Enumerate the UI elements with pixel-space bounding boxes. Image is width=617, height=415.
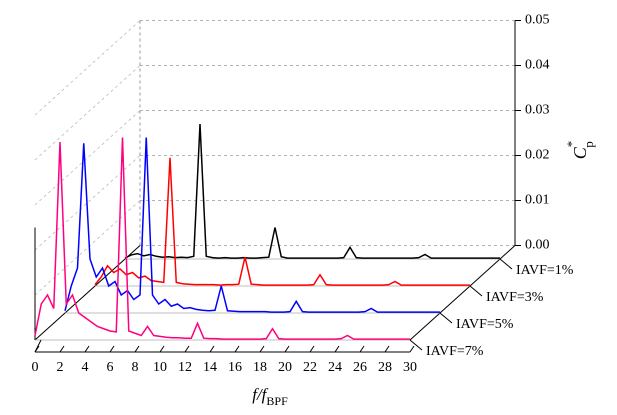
y-tick-label: 0.05 <box>525 13 550 28</box>
x-tick <box>84 345 90 353</box>
y-axis-title-sup: * <box>564 141 579 148</box>
legend-leader <box>439 312 453 324</box>
x-tick <box>159 345 165 353</box>
x-tick <box>34 345 40 353</box>
x-tick <box>184 345 190 353</box>
x-tick <box>234 345 240 353</box>
grid-line <box>34 20 141 116</box>
x-axis-title: f/fBPF <box>252 385 288 408</box>
left-depth-edge <box>34 245 141 341</box>
x-tick-label: 22 <box>303 360 317 375</box>
legend-label: IAVF=3% <box>486 290 544 305</box>
y-axis-title-sub: p <box>581 141 596 148</box>
y-tick-label: 0.00 <box>525 238 550 253</box>
x-tick <box>209 345 215 353</box>
y-axis-title-main: C <box>570 146 590 159</box>
x-tick-label: 8 <box>132 360 139 375</box>
legend-leader <box>409 339 423 351</box>
x-tick <box>259 345 265 353</box>
legend-label: IAVF=7% <box>426 344 484 359</box>
x-tick-label: 10 <box>153 360 167 375</box>
x-tick <box>384 345 390 353</box>
x-tick <box>109 345 115 353</box>
series-line <box>124 123 500 259</box>
y-tick-label: 0.01 <box>525 193 550 208</box>
x-tick-label: 30 <box>403 360 417 375</box>
legend-leader <box>469 285 483 297</box>
x-tick-label: 18 <box>253 360 267 375</box>
x-tick-label: 28 <box>378 360 392 375</box>
x-tick-label: 16 <box>228 360 242 375</box>
x-tick <box>59 345 65 353</box>
x-tick <box>359 345 365 353</box>
legend-label: IAVF=1% <box>516 263 574 278</box>
x-tick-label: 4 <box>82 360 89 375</box>
series-line <box>94 157 470 286</box>
series-line <box>34 137 410 340</box>
x-tick <box>334 345 340 353</box>
y-axis-title: C* p <box>564 141 596 160</box>
x-tick <box>284 345 290 353</box>
x-tick-label: 2 <box>57 360 64 375</box>
x-tick-label: 0 <box>32 360 39 375</box>
legend-label: IAVF=5% <box>456 317 514 332</box>
x-tick-label: 6 <box>107 360 114 375</box>
x-tick-label: 20 <box>278 360 292 375</box>
x-tick <box>309 345 315 353</box>
legend-leader <box>499 258 513 270</box>
x-tick-label: 26 <box>353 360 367 375</box>
x-axis-title-sub: BPF <box>266 394 288 408</box>
y-tick-label: 0.04 <box>525 58 550 73</box>
x-tick-label: 24 <box>328 360 342 375</box>
x-axis-title-main: f/f <box>252 385 268 404</box>
grid-line <box>34 65 141 161</box>
x-tick-label: 14 <box>203 360 217 375</box>
y-tick-label: 0.02 <box>525 148 550 163</box>
x-tick <box>409 345 415 353</box>
x-tick-label: 12 <box>178 360 192 375</box>
right-depth-edge <box>409 245 516 341</box>
x-tick <box>134 345 140 353</box>
y-tick-label: 0.03 <box>525 103 550 118</box>
